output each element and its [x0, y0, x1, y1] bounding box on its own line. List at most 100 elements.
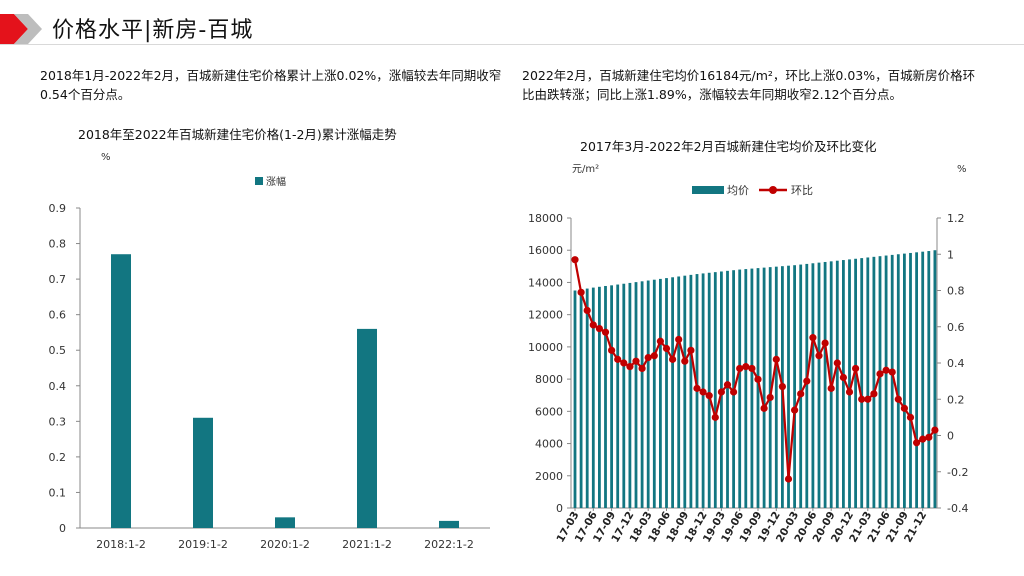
- legend-swatch-涨幅: [255, 177, 263, 185]
- mom-marker: [906, 413, 915, 421]
- left-chart-title: 2018年至2022年百城新建住宅价格(1-2月)累计涨幅走势: [78, 127, 397, 142]
- left-x-tick-label: 2019:1-2: [178, 538, 228, 551]
- mom-marker: [791, 406, 799, 414]
- mom-marker: [882, 366, 890, 374]
- avg-price-bar: [622, 283, 626, 508]
- right-chart-title: 2017年3月-2022年2月百城新建住宅均价及环比变化: [580, 139, 877, 154]
- mom-marker: [827, 384, 835, 392]
- left-x-tick-label: 2018:1-2: [96, 538, 146, 551]
- avg-price-bar: [738, 269, 742, 508]
- right-y-left-unit: 元/m²: [572, 164, 599, 175]
- mom-marker: [888, 368, 896, 376]
- legend-label-环比: 环比: [791, 184, 813, 197]
- avg-price-bar: [811, 263, 815, 508]
- left-y-tick-label: 0.5: [49, 344, 67, 357]
- mom-marker: [626, 363, 634, 371]
- mom-marker: [772, 355, 780, 363]
- mom-marker: [662, 344, 671, 353]
- mom-marker: [632, 357, 640, 365]
- avg-price-bar: [665, 278, 668, 508]
- mom-marker: [608, 346, 616, 354]
- mom-marker: [717, 388, 725, 396]
- mom-marker: [754, 375, 762, 383]
- avg-price-bar: [842, 260, 845, 508]
- mom-marker: [815, 352, 823, 360]
- avg-price-bar: [762, 267, 766, 508]
- avg-price-bar: [878, 256, 882, 508]
- left-x-tick-label: 2022:1-2: [424, 538, 474, 551]
- avg-price-bar: [915, 252, 918, 508]
- mom-marker: [784, 475, 793, 483]
- avg-price-bar: [799, 264, 803, 508]
- avg-price-bar: [909, 252, 912, 508]
- mom-marker: [876, 370, 884, 378]
- mom-marker: [589, 321, 597, 329]
- right-axis-tick-label: 0.2: [947, 393, 965, 406]
- left-x-tick-label: 2021:1-2: [342, 538, 392, 551]
- mom-marker: [650, 352, 658, 360]
- avg-price-bar: [683, 275, 687, 508]
- mom-marker: [864, 395, 872, 403]
- avg-price-bar: [604, 285, 607, 508]
- avg-price-bar: [921, 251, 925, 508]
- right-axis-tick-label: 1.2: [947, 212, 965, 225]
- avg-price-bar: [671, 277, 674, 508]
- mom-marker: [669, 355, 677, 363]
- avg-price-bar: [628, 282, 632, 508]
- mom-marker: [571, 256, 579, 264]
- avg-price-bar: [854, 258, 857, 508]
- left-y-tick-label: 0.6: [49, 309, 67, 322]
- left-axis-tick-label: 16000: [528, 244, 563, 257]
- avg-price-bar: [689, 274, 693, 508]
- brand-logo-icon: [0, 14, 42, 44]
- avg-price-bar: [774, 266, 778, 508]
- left-x-tick-label: 2020:1-2: [260, 538, 310, 551]
- mom-marker: [858, 395, 866, 403]
- left-summary-text: 2018年1月-2022年2月，百城新建住宅价格累计上涨0.02%，涨幅较去年同…: [40, 68, 502, 102]
- avg-price-bar: [585, 288, 589, 508]
- avg-price-bar: [573, 290, 577, 508]
- mom-marker: [803, 377, 811, 385]
- avg-price-bar: [726, 270, 729, 508]
- avg-price-bar: [707, 272, 711, 508]
- left-axis-tick-label: 2000: [535, 470, 563, 483]
- avg-price-bar: [933, 250, 937, 508]
- bar-2022:1-2: [439, 520, 459, 528]
- avg-price-bar: [866, 257, 870, 508]
- mom-marker: [656, 337, 664, 345]
- avg-price-bar: [927, 251, 931, 508]
- mom-marker: [675, 335, 683, 344]
- avg-price-bar: [793, 265, 796, 508]
- right-y-right-unit: %: [957, 164, 967, 175]
- avg-price-bar: [677, 276, 681, 508]
- mom-marker: [894, 395, 902, 403]
- avg-price-bar: [652, 279, 656, 508]
- avg-price-bar: [884, 255, 888, 508]
- mom-marker: [723, 381, 732, 389]
- left-y-tick-label: 0.2: [49, 451, 67, 464]
- avg-price-bar: [872, 256, 876, 508]
- mom-marker: [845, 388, 854, 396]
- left-y-tick-label: 0: [59, 522, 66, 535]
- mom-marker: [699, 388, 707, 396]
- avg-price-bar: [805, 263, 809, 508]
- avg-price-bar: [787, 265, 790, 508]
- avg-price-bar: [646, 280, 650, 508]
- left-y-tick-label: 0.3: [49, 415, 67, 428]
- mom-marker: [925, 433, 933, 441]
- legend-label-均价: 均价: [727, 184, 749, 197]
- avg-price-bar: [890, 254, 894, 508]
- mom-marker: [931, 426, 939, 434]
- mom-marker: [644, 353, 652, 362]
- right-axis-tick-label: -0.2: [947, 466, 968, 479]
- mom-marker: [797, 390, 805, 398]
- mom-marker: [919, 435, 927, 443]
- left-axis-tick-label: 12000: [528, 309, 563, 322]
- mom-marker: [748, 364, 756, 373]
- mom-marker: [833, 359, 841, 367]
- mom-marker: [913, 439, 921, 447]
- avg-price-bar: [823, 261, 827, 508]
- right-axis-tick-label: -0.4: [947, 502, 968, 515]
- mom-marker: [760, 404, 768, 412]
- mom-marker: [711, 413, 719, 421]
